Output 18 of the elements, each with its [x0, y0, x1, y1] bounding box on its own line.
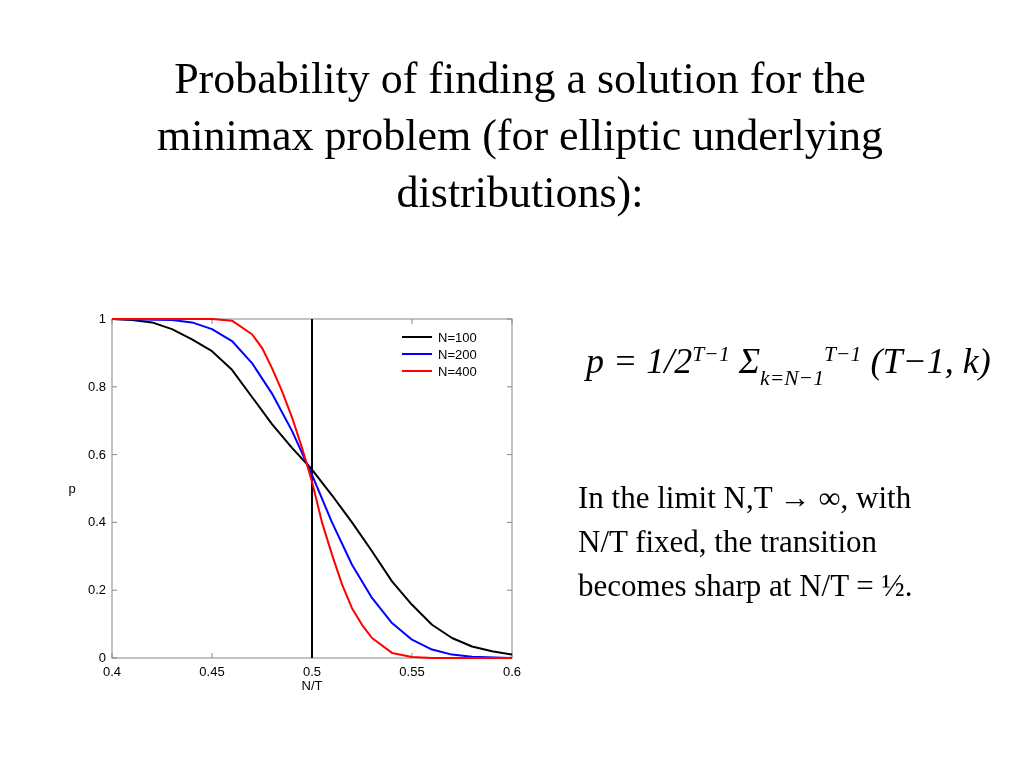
y-tick-label: 0.2: [87, 582, 106, 598]
x-tick-label: 0.6: [502, 664, 522, 679]
y-tick-label: 0.6: [87, 446, 106, 462]
y-tick-label: 0.8: [87, 378, 106, 394]
y-tick-label: 0.4: [87, 514, 106, 530]
x-tick-label: 0.5: [302, 664, 322, 679]
x-axis-title: N/T: [301, 678, 323, 693]
x-tick-label: 0.55: [399, 664, 425, 679]
y-axis-title: p: [68, 480, 76, 496]
legend-label: N=100: [438, 330, 477, 345]
text: In the limit N,T → ∞, with N/T fixed, the transition becomes sharp at N/T = ½.: [578, 480, 913, 603]
chart-title: Probability of finding a solution for the minimax problem (for elliptic underlying distributions):: [157, 54, 883, 217]
x-tick-label: 0.45: [199, 664, 225, 679]
legend-label: N=400: [438, 364, 477, 379]
legend-label: N=200: [438, 347, 477, 362]
text: p = 1/2$^{T−1}$ Σ$_{k=N−1}$$^{T−1}$ (T−1, k): [583, 341, 991, 390]
y-tick-label: 1: [98, 311, 106, 326]
y-tick-label: 0: [98, 650, 106, 665]
